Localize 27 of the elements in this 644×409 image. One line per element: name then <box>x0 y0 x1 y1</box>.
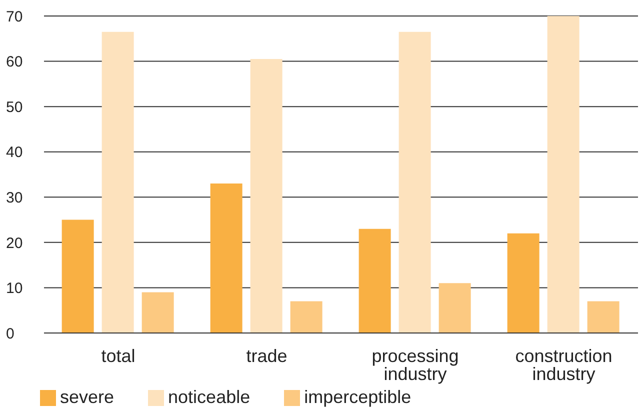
x-tick-label: processing industry <box>372 346 459 384</box>
x-tick-label: construction industry <box>515 346 612 384</box>
bar <box>398 32 431 333</box>
bar <box>358 228 391 333</box>
legend-label: severe <box>60 387 114 407</box>
y-tick-label: 50 <box>6 98 23 116</box>
y-tick-label: 40 <box>6 144 23 162</box>
bar <box>587 301 620 333</box>
bar <box>62 220 94 333</box>
bar <box>102 32 134 333</box>
bar <box>142 292 174 333</box>
bar <box>250 59 282 333</box>
legend-label: imperceptible <box>304 387 412 407</box>
bar <box>290 301 322 333</box>
bar <box>210 184 242 333</box>
bar <box>547 16 580 333</box>
y-tick-label: 0 <box>6 325 14 342</box>
y-tick-label: 70 <box>6 8 23 26</box>
y-tick-label: 60 <box>6 54 23 71</box>
y-tick-label: 20 <box>6 234 23 252</box>
bar <box>438 283 471 333</box>
y-tick-label: 30 <box>6 189 23 206</box>
legend-label: noticeable <box>168 387 250 407</box>
x-tick-label: trade <box>246 346 288 366</box>
bar <box>507 233 540 333</box>
x-tick-label: total <box>101 346 136 366</box>
y-tick-label: 10 <box>6 280 23 298</box>
